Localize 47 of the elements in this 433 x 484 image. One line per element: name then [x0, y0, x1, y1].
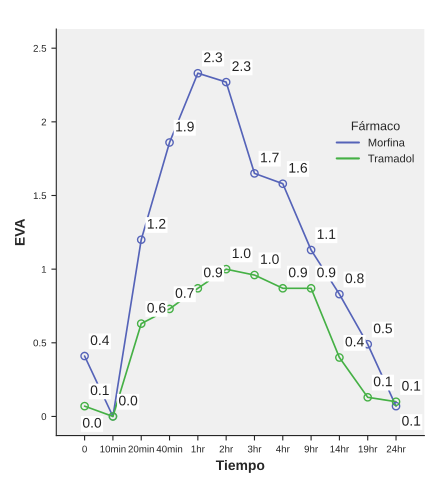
- x-tick-label: 0: [82, 446, 87, 452]
- data-label: 0.7: [176, 288, 194, 298]
- data-label: 0.1: [402, 380, 420, 391]
- data-label: 0.5: [374, 323, 392, 334]
- legend-title: Fármaco: [352, 120, 400, 130]
- legend-label: Morfina: [368, 138, 405, 147]
- x-tick-label: 14hr: [330, 445, 349, 452]
- data-label: 0.4: [346, 336, 364, 347]
- data-label: 0.9: [288, 267, 307, 278]
- x-tick-label: 2hr: [220, 445, 234, 452]
- y-tick-label: 1: [42, 266, 46, 273]
- data-label: 0.0: [82, 418, 102, 428]
- x-tick-label: 3hr: [248, 445, 262, 452]
- data-label: 1.9: [176, 122, 194, 132]
- data-label: 0.0: [119, 396, 138, 406]
- data-label: 0.1: [90, 385, 109, 396]
- data-label: 1.6: [289, 162, 308, 173]
- data-label: 1.2: [148, 218, 166, 229]
- data-label: 0.1: [374, 376, 392, 386]
- x-tick-label: 20min: [128, 445, 154, 452]
- x-tick-label: 1hr: [192, 445, 205, 452]
- y-tick-label: 0: [42, 413, 46, 420]
- data-label: 0.9: [204, 267, 222, 278]
- data-label: 1.7: [261, 152, 279, 162]
- data-label: 1.1: [318, 229, 336, 239]
- data-label: 2.3: [204, 52, 222, 62]
- data-label: 0.1: [402, 416, 420, 426]
- data-label: 1.0: [232, 248, 250, 258]
- data-label: 2.3: [232, 61, 250, 72]
- x-axis-title: Tiempo: [216, 460, 264, 473]
- data-label: 0.6: [147, 302, 166, 313]
- data-label: 0.4: [90, 335, 110, 346]
- x-tick-label: 9hr: [304, 445, 318, 452]
- x-tick-label: 40min: [156, 445, 182, 452]
- legend-label: Tramadol: [368, 154, 414, 162]
- y-tick-label: 1.5: [34, 192, 46, 200]
- x-tick-label: 10min: [100, 445, 126, 452]
- data-label: 0.9: [317, 267, 336, 278]
- y-tick-label: 2: [42, 118, 46, 126]
- x-tick-label: 24hr: [386, 445, 406, 452]
- x-tick-label: 4hr: [276, 445, 290, 452]
- y-tick-label: 0.5: [33, 340, 46, 346]
- x-tick-label: 19hr: [358, 445, 378, 452]
- data-label: 0.8: [346, 273, 364, 284]
- y-axis-title: EVA: [15, 218, 25, 246]
- data-label: 1.0: [261, 254, 279, 264]
- y-tick-label: 2.5: [34, 44, 46, 52]
